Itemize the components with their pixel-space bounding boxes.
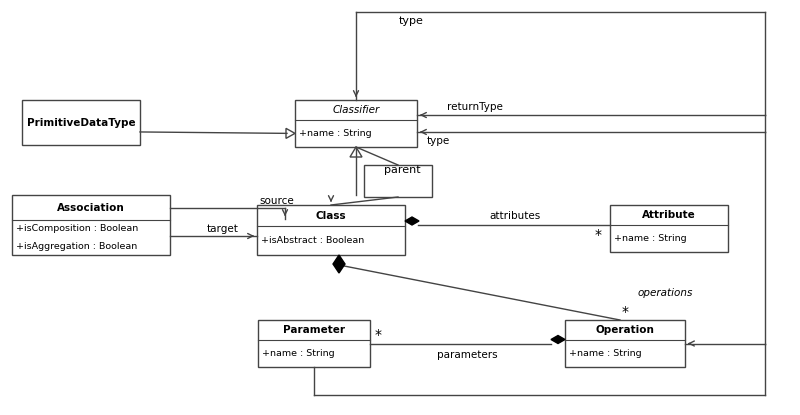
Bar [22, 100, 140, 145]
Bar [364, 165, 432, 197]
Text: +name : String: +name : String [614, 234, 686, 243]
Bar [12, 195, 170, 255]
Text: parent: parent [384, 165, 421, 175]
Text: Association: Association [57, 203, 125, 212]
Text: returnType: returnType [447, 102, 503, 112]
Text: +name : String: +name : String [299, 129, 372, 138]
Text: +isAggregation : Boolean: +isAggregation : Boolean [16, 242, 138, 251]
Text: +name : String: +name : String [569, 349, 642, 358]
Text: type: type [398, 16, 423, 26]
Text: Parameter: Parameter [283, 325, 345, 335]
Text: attributes: attributes [489, 211, 540, 221]
Text: target: target [207, 224, 239, 234]
Bar [610, 205, 728, 252]
Text: type: type [427, 136, 450, 146]
Text: parameters: parameters [437, 349, 498, 359]
Text: *: * [595, 228, 602, 242]
Text: +isComposition : Boolean: +isComposition : Boolean [16, 225, 138, 233]
Text: operations: operations [638, 288, 694, 298]
Text: *: * [375, 327, 382, 342]
Text: PrimitiveDataType: PrimitiveDataType [26, 117, 135, 127]
Polygon shape [405, 217, 419, 225]
Text: source: source [259, 196, 294, 206]
Text: +name : String: +name : String [262, 349, 334, 358]
Text: Attribute: Attribute [642, 210, 696, 220]
Text: Classifier: Classifier [332, 105, 380, 115]
Bar [258, 320, 370, 367]
Polygon shape [551, 335, 565, 344]
Polygon shape [333, 255, 345, 273]
Text: +isAbstract : Boolean: +isAbstract : Boolean [261, 236, 364, 245]
Text: *: * [622, 305, 629, 319]
Bar [295, 100, 417, 147]
Bar [257, 205, 405, 255]
Text: Operation: Operation [595, 325, 654, 335]
Text: Class: Class [316, 210, 346, 220]
Bar [565, 320, 685, 367]
